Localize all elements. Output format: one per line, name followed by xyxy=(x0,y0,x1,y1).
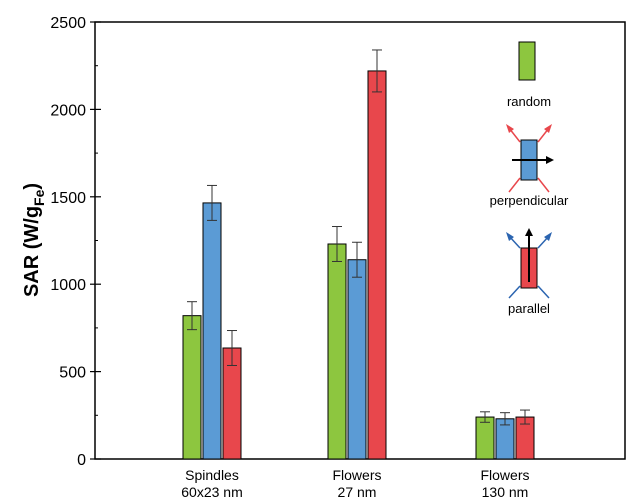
legend-label-random: random xyxy=(507,94,551,109)
legend-label-parallel: parallel xyxy=(508,301,550,316)
legend: random perpendicular parallel xyxy=(490,41,569,316)
y-axis-label: SAR (W/gFe) xyxy=(21,183,47,297)
y-axis-label-subscript: Fe xyxy=(31,189,47,206)
y-tick-label: 2000 xyxy=(50,102,86,119)
parallel-icon xyxy=(506,228,552,299)
category-label-line1: Flowers xyxy=(480,467,529,483)
bars xyxy=(182,49,535,460)
y-tick-label: 500 xyxy=(59,365,86,382)
y-axis: 0 500 1000 1500 2000 2500 xyxy=(50,15,101,469)
bar-random xyxy=(327,243,347,460)
y-tick-label: 2500 xyxy=(50,15,86,32)
bar-perpendicular xyxy=(202,202,222,460)
bar-parallel xyxy=(367,70,387,460)
y-tick-label: 1500 xyxy=(50,190,86,207)
category-label-line1: Spindles xyxy=(185,467,239,483)
y-axis-label-close: ) xyxy=(21,183,43,190)
category-label-line2: 60x23 nm xyxy=(181,484,242,500)
legend-swatch-random xyxy=(518,41,536,81)
category-label-line1: Flowers xyxy=(332,467,381,483)
category-label-line2: 130 nm xyxy=(482,484,529,500)
bar-perpendicular xyxy=(347,259,367,460)
y-axis-label-main: SAR (W/g xyxy=(21,206,43,297)
bar-random xyxy=(182,315,202,460)
category-label-line2: 27 nm xyxy=(338,484,377,500)
y-tick-label: 0 xyxy=(77,452,86,469)
legend-label-perpendicular: perpendicular xyxy=(490,193,569,208)
y-tick-label: 1000 xyxy=(50,277,86,294)
bar-random xyxy=(475,416,495,460)
perpendicular-icon xyxy=(506,124,554,193)
